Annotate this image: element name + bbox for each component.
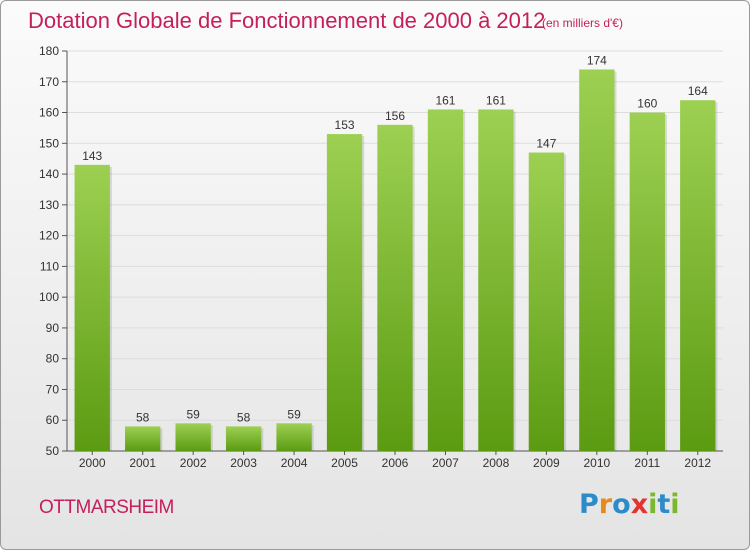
logo-letter: P: [579, 489, 599, 520]
y-tick-label: 80: [46, 352, 60, 366]
bar: [579, 69, 615, 451]
logo-letter: o: [612, 489, 631, 520]
x-tick-label: 2005: [331, 456, 358, 470]
bar: [225, 426, 262, 451]
y-tick-label: 130: [39, 198, 59, 212]
y-tick-label: 70: [46, 382, 60, 396]
data-label: 147: [536, 137, 556, 151]
commune-name: OTTMARSHEIM: [39, 497, 174, 518]
logo-letter: i: [670, 489, 680, 520]
data-label: 164: [688, 84, 708, 98]
data-label: 161: [435, 93, 455, 107]
x-tick-label: 2008: [483, 456, 510, 470]
proxiti-logo[interactable]: Proxiti: [579, 489, 680, 520]
bar: [276, 423, 312, 451]
x-tick-label: 2002: [180, 456, 207, 470]
data-label: 160: [637, 97, 657, 111]
bar: [175, 423, 211, 451]
y-tick-label: 120: [39, 229, 59, 243]
labels: 50 60 70 80 90 100 110 120 130 140 150 160 170 180 143…: [39, 44, 711, 470]
x-tick-label: 2000: [79, 456, 106, 470]
bar: [427, 109, 464, 451]
x-tick-label: 2007: [432, 456, 459, 470]
data-label: 58: [237, 410, 251, 424]
x-tick-label: 2004: [281, 456, 308, 470]
y-tick-label: 140: [39, 167, 59, 181]
data-label: 156: [385, 109, 405, 123]
bar: [125, 426, 161, 451]
chart-unit: (en milliers d'€): [542, 16, 623, 30]
data-label: 59: [287, 407, 301, 421]
y-tick-label: 180: [39, 44, 59, 58]
data-label: 153: [335, 118, 355, 132]
bar: [74, 164, 110, 451]
chart-title: Dotation Globale de Fonctionnement de 20…: [28, 8, 546, 33]
x-tick-label: 2009: [533, 456, 560, 470]
bar: [326, 134, 363, 452]
data-label: 59: [186, 407, 200, 421]
bars: [74, 69, 718, 452]
logo-letter: r: [598, 489, 613, 520]
x-tick-label: 2010: [583, 456, 610, 470]
bar: [377, 124, 413, 451]
x-tick-label: 2012: [684, 456, 711, 470]
bar: [629, 112, 665, 452]
y-tick-label: 150: [39, 136, 59, 150]
y-tick-label: 110: [40, 259, 59, 273]
y-tick-label: 160: [39, 106, 59, 120]
logo-letter: x: [630, 489, 649, 520]
data-label: 161: [486, 93, 506, 107]
bar: [478, 109, 514, 451]
x-tick-label: 2006: [382, 456, 409, 470]
y-tick-label: 60: [46, 413, 60, 427]
data-label: 143: [82, 149, 102, 163]
y-tick-label: 50: [46, 444, 60, 458]
logo-letter: i: [648, 489, 658, 520]
y-tick-label: 90: [46, 321, 60, 335]
y-tick-label: 170: [39, 75, 59, 89]
x-tick-label: 2001: [129, 456, 156, 470]
x-tick-label: 2003: [230, 456, 257, 470]
bar: [680, 100, 716, 451]
x-tick-label: 2011: [634, 456, 660, 470]
bar: [528, 152, 565, 452]
data-label: 58: [136, 410, 150, 424]
y-tick-label: 100: [39, 290, 59, 304]
logo-letter: t: [657, 489, 671, 520]
data-label: 174: [587, 53, 607, 67]
